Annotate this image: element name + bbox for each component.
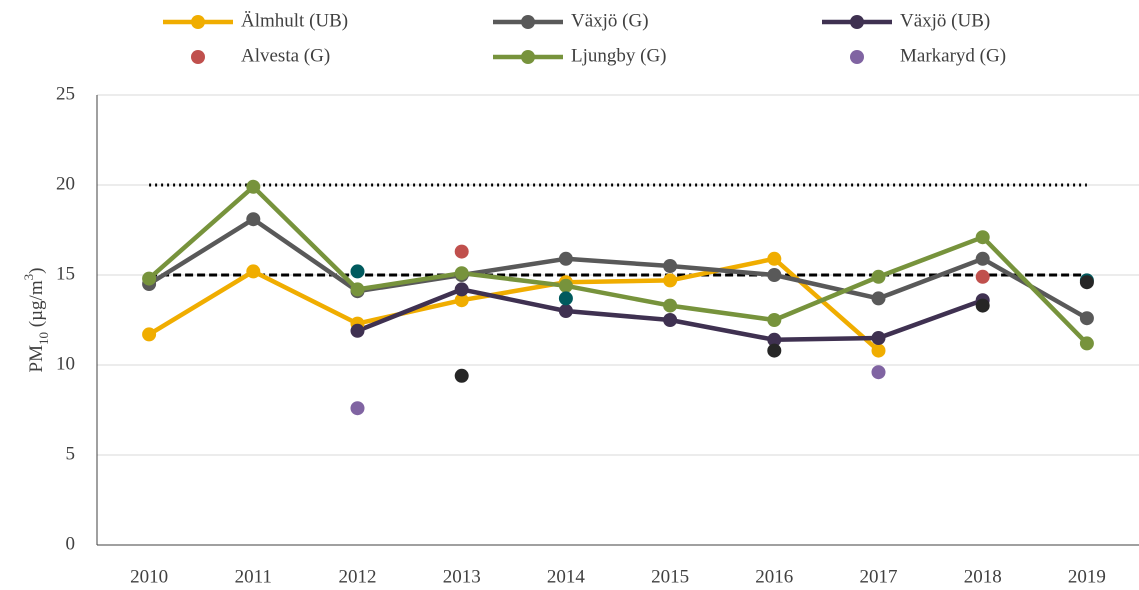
data-point [663,259,678,273]
legend-marker [191,15,205,29]
legend-label: Alvesta (G) [241,45,330,66]
data-point [767,251,782,266]
data-point [871,269,886,284]
data-point [454,282,469,297]
data-point [871,331,886,345]
legend-marker [850,50,864,64]
data-point [454,293,469,308]
data-point [975,230,990,245]
data-point [871,291,886,306]
data-point [454,368,469,383]
legend-marker [850,15,864,29]
x-tick-label: 2014 [547,566,586,587]
data-point [767,313,782,327]
data-point [246,212,261,227]
legend-label: Ljungby (G) [571,45,667,66]
legend-label: Växjö (UB) [900,10,990,31]
data-point [246,264,261,279]
data-point [871,365,886,380]
data-point [871,343,886,358]
y-axis-label: PM10 (µg/m3) [21,268,51,373]
data-point [767,268,782,282]
y-axis-label-part: 3 [21,274,36,281]
x-tick-label: 2019 [1068,566,1106,587]
y-axis-label-part: (µg/m [26,280,47,332]
data-point [1079,275,1094,290]
legend-label: Älmhult (UB) [241,10,348,31]
x-tick-label: 2010 [130,566,168,587]
x-tick-label: 2015 [651,566,689,587]
y-tick-label: 15 [56,263,75,284]
series-line [147,256,880,353]
y-tick-label: 25 [56,83,75,104]
data-point [767,332,782,347]
x-tick-label: 2011 [235,566,272,587]
data-point [767,343,782,358]
data-point [454,266,469,281]
series-line [147,184,1089,345]
data-point [975,298,990,313]
data-point [975,269,990,284]
x-tick-label: 2016 [755,566,793,587]
x-tick-label: 2018 [964,566,1002,587]
legend-marker [521,15,535,29]
data-point [558,291,573,306]
y-tick-label: 5 [66,443,76,464]
data-point [350,264,365,279]
y-axis-label-part: 10 [36,332,51,345]
data-point [1079,311,1094,326]
data-point [663,313,678,327]
legend-label: Markaryd (G) [900,45,1006,66]
data-point [558,304,573,318]
data-point [558,251,573,266]
x-tick-label: 2017 [860,566,898,587]
data-point [350,282,365,297]
data-point [1079,336,1094,351]
x-tick-label: 2012 [339,566,377,587]
y-tick-label: 10 [56,353,75,374]
data-point [975,251,990,266]
data-point [350,401,365,416]
y-axis-label-part: ) [26,268,47,274]
data-point [350,323,365,338]
data-point [142,327,157,342]
y-axis-label-part: PM [26,345,47,373]
legend-marker [191,50,205,64]
data-point [663,298,678,313]
x-tick-label: 2013 [443,566,481,587]
data-point [142,271,157,286]
data-point [454,244,469,259]
legend-marker [521,50,535,64]
series-line [147,216,1089,321]
data-point [246,179,261,194]
data-point [558,278,573,293]
data-point [663,273,678,288]
y-tick-label: 20 [56,173,75,194]
y-tick-label: 0 [66,533,76,554]
legend-label: Växjö (G) [571,10,649,31]
